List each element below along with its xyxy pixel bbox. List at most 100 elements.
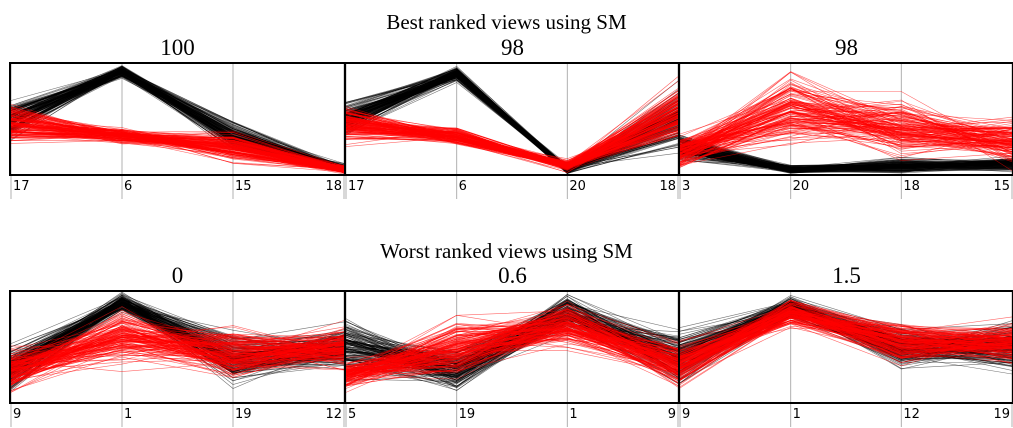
data-line <box>679 71 1013 158</box>
axis-label: 12 <box>903 407 920 422</box>
axis-label: 17 <box>348 179 365 194</box>
data-line <box>679 152 1013 172</box>
data-line <box>10 134 345 170</box>
axis-label: 20 <box>793 179 810 194</box>
data-line <box>345 323 679 380</box>
data-line <box>10 71 345 172</box>
data-line <box>679 99 1013 148</box>
data-line <box>10 325 345 364</box>
data-line <box>679 103 1013 160</box>
data-line <box>679 310 1013 384</box>
data-line <box>10 129 345 171</box>
data-line <box>679 321 1013 366</box>
data-line <box>10 133 345 173</box>
axis-label: 9 <box>668 407 676 422</box>
data-line <box>345 123 679 163</box>
data-line <box>10 119 345 169</box>
data-line <box>345 329 679 376</box>
data-line <box>10 336 345 366</box>
axis-label: 15 <box>993 179 1010 194</box>
data-line <box>679 311 1013 363</box>
pc-panel-6: 9 1 12 19 <box>678 290 1013 427</box>
axis-label: 19 <box>235 407 252 422</box>
data-line <box>10 320 345 371</box>
data-line <box>345 119 679 170</box>
data-line <box>10 119 345 171</box>
axis-label: 20 <box>569 179 586 194</box>
pc-panel-2: 17 6 20 18 <box>344 62 680 199</box>
pc-panel-1: 17 6 15 18 <box>9 62 346 199</box>
data-line <box>679 153 1013 168</box>
panel-frame <box>678 290 1013 404</box>
data-line <box>679 311 1013 377</box>
axis-label: 18 <box>325 179 342 194</box>
data-line <box>10 334 345 365</box>
data-line <box>10 344 345 382</box>
data-line <box>345 321 679 379</box>
panel-frame <box>678 62 1013 176</box>
data-line <box>10 328 345 363</box>
axis-label: 9 <box>13 407 21 422</box>
data-line <box>345 115 679 161</box>
data-line <box>679 145 1013 171</box>
data-line <box>679 156 1013 172</box>
axis-label: 1 <box>124 407 132 422</box>
panel-score-3: 98 <box>835 35 858 60</box>
data-line <box>10 75 345 169</box>
axis-label: 19 <box>993 407 1010 422</box>
data-line <box>345 339 679 377</box>
data-line <box>10 131 345 172</box>
data-line <box>345 114 679 164</box>
data-line <box>345 93 679 166</box>
data-line <box>679 89 1013 156</box>
data-line <box>679 87 1013 152</box>
data-line <box>679 319 1013 371</box>
pc-panel-4: 9 1 19 12 <box>9 290 346 427</box>
axis-label: 6 <box>459 179 467 194</box>
panel-score-2: 98 <box>501 35 524 60</box>
data-line <box>679 127 1013 150</box>
data-line <box>679 142 1013 171</box>
data-line <box>10 125 345 171</box>
panel-score-1: 100 <box>160 35 195 60</box>
data-line <box>679 103 1013 146</box>
data-line <box>679 114 1013 151</box>
best-section-title: Best ranked views using SM <box>386 10 627 34</box>
data-line <box>679 298 1013 345</box>
data-line <box>679 149 1013 172</box>
data-line <box>345 116 679 168</box>
data-line <box>679 102 1013 155</box>
data-line <box>10 328 345 366</box>
axis-label: 9 <box>682 407 690 422</box>
pc-panel-5: 5 19 1 9 <box>344 290 680 427</box>
data-line <box>679 111 1013 158</box>
data-line <box>10 299 345 366</box>
data-line <box>679 101 1013 151</box>
data-line <box>345 304 679 382</box>
data-line <box>345 115 679 167</box>
axis-label: 17 <box>13 179 30 194</box>
data-line <box>679 147 1013 172</box>
data-line <box>345 308 679 368</box>
axis-label: 18 <box>903 179 920 194</box>
data-line <box>345 119 679 166</box>
panel-score-5: 0.6 <box>498 263 527 288</box>
data-line <box>345 100 679 171</box>
data-line <box>679 314 1013 358</box>
data-line <box>679 315 1013 388</box>
data-line <box>679 310 1013 354</box>
data-line <box>345 333 679 369</box>
axis-label: 3 <box>682 179 690 194</box>
data-line <box>10 117 345 170</box>
data-line <box>345 77 679 168</box>
axis-label: 1 <box>793 407 801 422</box>
data-line <box>679 105 1013 154</box>
data-line <box>10 331 345 380</box>
data-line <box>10 129 345 173</box>
data-line <box>345 329 679 381</box>
axis-label: 1 <box>569 407 577 422</box>
axis-label: 6 <box>124 179 132 194</box>
data-line <box>10 110 345 171</box>
axis-label: 15 <box>235 179 252 194</box>
worst-section-title: Worst ranked views using SM <box>380 239 633 263</box>
